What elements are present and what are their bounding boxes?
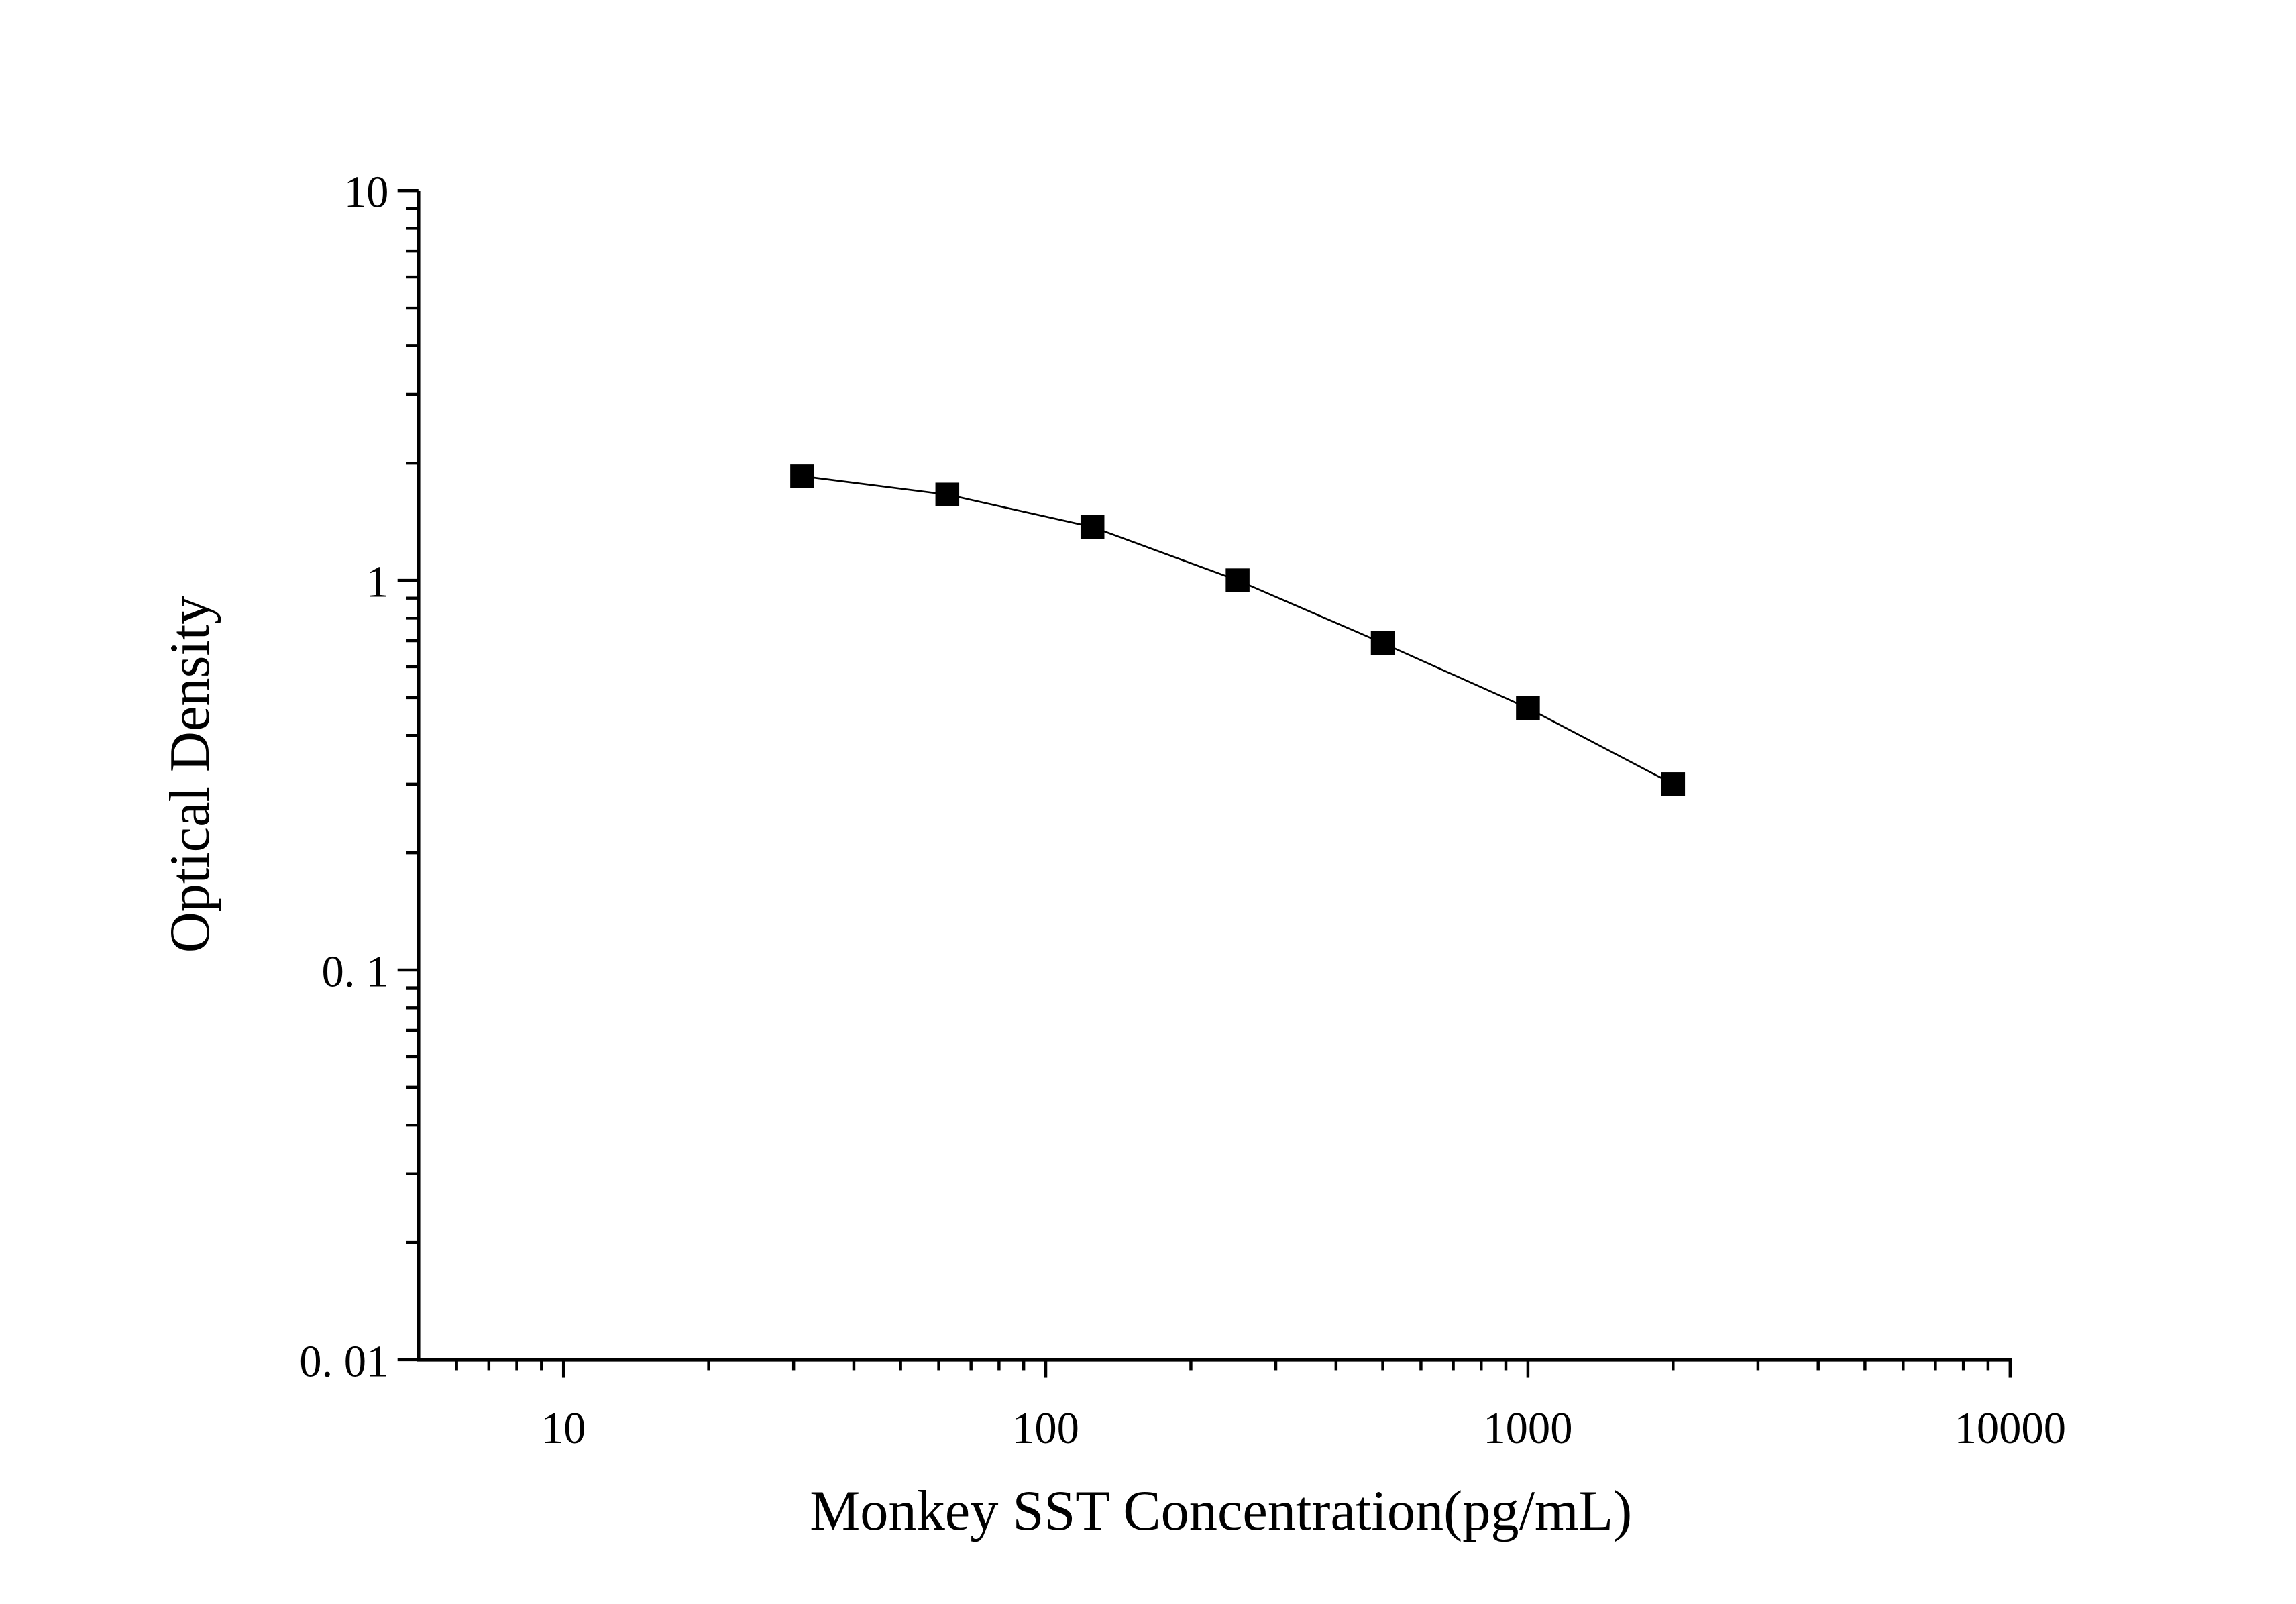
x-axis-title: Monkey SST Concentration(pg/mL) bbox=[810, 1480, 1632, 1542]
marker bbox=[790, 464, 814, 488]
y-tick-label: 0. 01 bbox=[299, 1337, 388, 1386]
marker bbox=[1225, 568, 1250, 592]
x-tick-label: 10000 bbox=[1955, 1404, 2066, 1453]
x-tick-label: 10 bbox=[541, 1404, 586, 1453]
x-tick-label: 100 bbox=[1012, 1404, 1079, 1453]
marker bbox=[1661, 772, 1686, 796]
y-tick-label: 10 bbox=[344, 168, 389, 217]
y-tick-label: 1 bbox=[366, 557, 388, 606]
y-axis-title: Optical Density bbox=[159, 596, 221, 953]
marker bbox=[1370, 631, 1395, 655]
y-tick-label: 0. 1 bbox=[322, 947, 389, 996]
x-tick-label: 1000 bbox=[1483, 1404, 1572, 1453]
marker bbox=[1516, 696, 1540, 720]
marker bbox=[1080, 515, 1105, 539]
marker bbox=[935, 482, 960, 506]
